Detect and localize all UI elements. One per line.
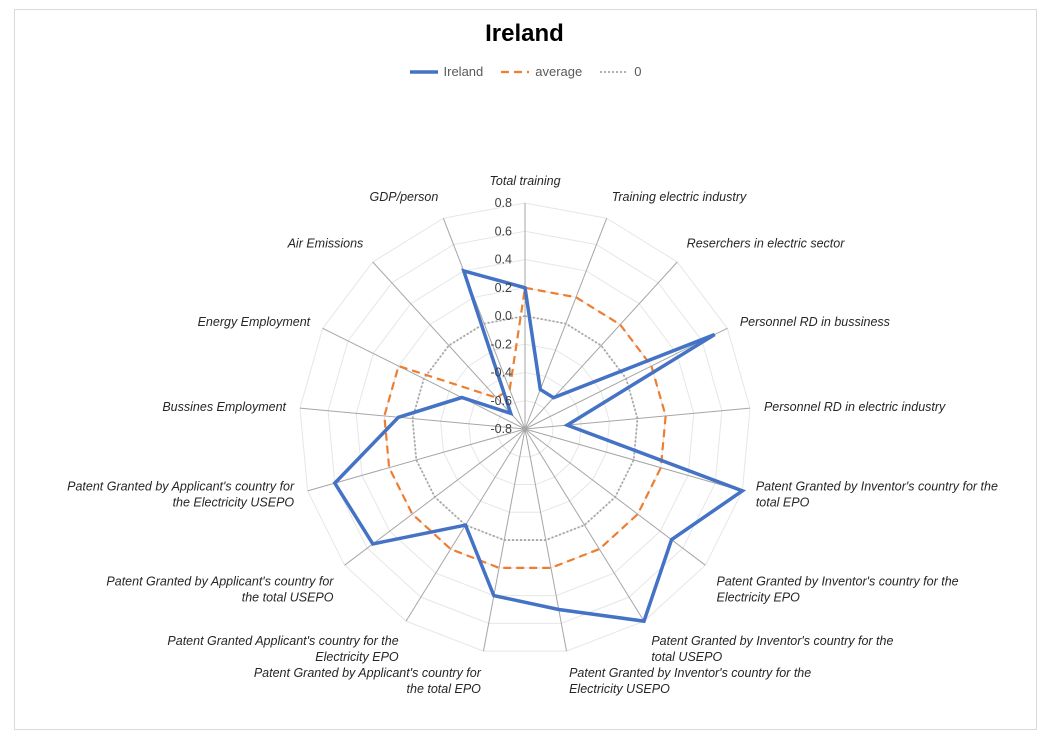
grid-ring (355, 258, 695, 597)
axis-spoke (524, 428, 743, 492)
axis-spoke (372, 261, 526, 430)
category-label: Total training (489, 174, 560, 188)
category-label: the total EPO (407, 682, 482, 696)
series-average-line (383, 286, 667, 569)
legend-item: 0 (598, 64, 641, 79)
category-label: GDP/person (370, 190, 439, 204)
legend-label: average (535, 64, 583, 79)
category-label: Patent Granted by Inventor's country for… (569, 666, 811, 680)
category-label: total USEPO (651, 650, 722, 664)
category-label: Personnel RD in electric industry (764, 400, 946, 414)
category-label: Training electric industry (612, 190, 747, 204)
tick-label: 0.2 (495, 281, 512, 295)
series-0-line (411, 315, 639, 541)
legend-swatch (600, 70, 629, 73)
grid-ring (496, 400, 554, 458)
legend: Ireland average 0 (0, 64, 1049, 79)
grid-ring (327, 230, 723, 624)
category-label: Personnel RD in bussiness (740, 315, 890, 329)
legend-label: 0 (634, 64, 642, 79)
category-label: Patent Granted by Inventor's country for… (756, 480, 998, 494)
axis-spoke (524, 407, 751, 430)
category-label: the total USEPO (242, 591, 334, 605)
axis-spoke (299, 407, 526, 430)
category-label: Patent Granted Applicant's country for t… (167, 634, 398, 648)
category-label: Electricity USEPO (569, 682, 670, 696)
category-label: Electricity EPO (717, 591, 801, 605)
tick-label: 0.0 (495, 309, 512, 323)
legend-swatch (501, 70, 530, 73)
category-label: total EPO (756, 496, 810, 510)
category-label: Patent Granted by Applicant's country fo… (254, 666, 482, 680)
tick-label: 0.6 (495, 224, 512, 238)
axis-spoke (307, 428, 526, 492)
tick-label: -0.2 (490, 337, 512, 351)
category-label: Electricity EPO (315, 650, 399, 664)
chart-title: Ireland (485, 20, 564, 47)
grid-ring (299, 202, 751, 652)
grid-ring (440, 343, 610, 513)
legend-item: Ireland (408, 64, 484, 79)
legend-item: average (499, 64, 582, 79)
category-label: Air Emissions (287, 237, 364, 251)
tick-label: 0.8 (495, 196, 512, 210)
category-label: Bussines Employment (162, 400, 286, 414)
tick-label: -0.8 (490, 422, 512, 436)
legend-label: Ireland (443, 64, 484, 79)
category-label: the Electricity USEPO (173, 496, 295, 510)
legend-swatch (409, 69, 438, 74)
tick-label: -0.6 (490, 394, 512, 408)
category-label: Energy Employment (198, 315, 311, 329)
tick-label: -0.4 (490, 366, 512, 380)
series-ireland-line (332, 268, 747, 624)
axis-spoke (524, 428, 645, 622)
tick-label: 0.4 (495, 253, 512, 267)
category-label: Reserchers in electric sector (687, 237, 846, 251)
category-label: Patent Granted by Inventor's country for… (717, 575, 959, 589)
category-label: Patent Granted by Inventor's country for… (651, 634, 893, 648)
axis-spoke (524, 261, 678, 430)
category-label: Patent Granted by Applicant's country fo… (67, 480, 295, 494)
category-label: Patent Granted by Applicant's country fo… (106, 575, 334, 589)
